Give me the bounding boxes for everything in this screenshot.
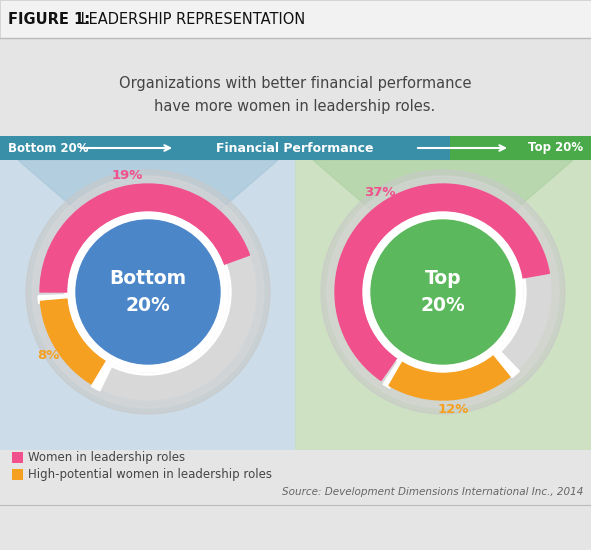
Circle shape bbox=[76, 220, 220, 364]
Text: High-potential women in leadership roles: High-potential women in leadership roles bbox=[28, 468, 272, 481]
Circle shape bbox=[371, 220, 515, 364]
Text: Organizations with better financial performance
have more women in leadership ro: Organizations with better financial perf… bbox=[119, 76, 471, 114]
Text: Bottom 20%: Bottom 20% bbox=[8, 141, 89, 155]
Wedge shape bbox=[40, 299, 108, 386]
Wedge shape bbox=[335, 184, 550, 381]
Wedge shape bbox=[92, 357, 115, 391]
Text: Top
20%: Top 20% bbox=[421, 270, 465, 315]
Circle shape bbox=[65, 209, 231, 375]
Circle shape bbox=[321, 170, 565, 414]
Circle shape bbox=[335, 184, 551, 400]
Text: LEADERSHIP REPRESENTATION: LEADERSHIP REPRESENTATION bbox=[76, 12, 305, 26]
Circle shape bbox=[32, 176, 264, 408]
Circle shape bbox=[327, 176, 559, 408]
Wedge shape bbox=[491, 346, 519, 377]
Wedge shape bbox=[38, 295, 73, 304]
Wedge shape bbox=[383, 356, 406, 388]
Wedge shape bbox=[40, 184, 249, 292]
Text: Bottom
20%: Bottom 20% bbox=[109, 270, 187, 315]
Text: FIGURE 1:: FIGURE 1: bbox=[8, 12, 90, 26]
FancyBboxPatch shape bbox=[295, 160, 591, 450]
Text: 8%: 8% bbox=[37, 349, 60, 362]
Text: 37%: 37% bbox=[364, 186, 395, 199]
Circle shape bbox=[68, 212, 228, 372]
FancyBboxPatch shape bbox=[12, 452, 23, 463]
Circle shape bbox=[360, 209, 526, 375]
FancyBboxPatch shape bbox=[450, 136, 591, 160]
FancyBboxPatch shape bbox=[0, 160, 296, 450]
FancyBboxPatch shape bbox=[12, 469, 23, 480]
Circle shape bbox=[68, 212, 228, 372]
Text: Top 20%: Top 20% bbox=[528, 141, 583, 155]
FancyBboxPatch shape bbox=[0, 136, 591, 160]
Text: Women in leadership roles: Women in leadership roles bbox=[28, 451, 185, 464]
Circle shape bbox=[40, 184, 256, 400]
Text: 12%: 12% bbox=[437, 403, 469, 416]
Text: Source: Development Dimensions International Inc., 2014: Source: Development Dimensions Internati… bbox=[282, 487, 583, 497]
Circle shape bbox=[363, 212, 523, 372]
Text: 19%: 19% bbox=[112, 169, 143, 182]
Polygon shape bbox=[18, 160, 278, 272]
Text: Financial Performance: Financial Performance bbox=[216, 141, 374, 155]
FancyBboxPatch shape bbox=[0, 0, 591, 38]
Circle shape bbox=[363, 212, 523, 372]
Wedge shape bbox=[389, 353, 512, 400]
Polygon shape bbox=[313, 160, 573, 272]
Circle shape bbox=[26, 170, 270, 414]
